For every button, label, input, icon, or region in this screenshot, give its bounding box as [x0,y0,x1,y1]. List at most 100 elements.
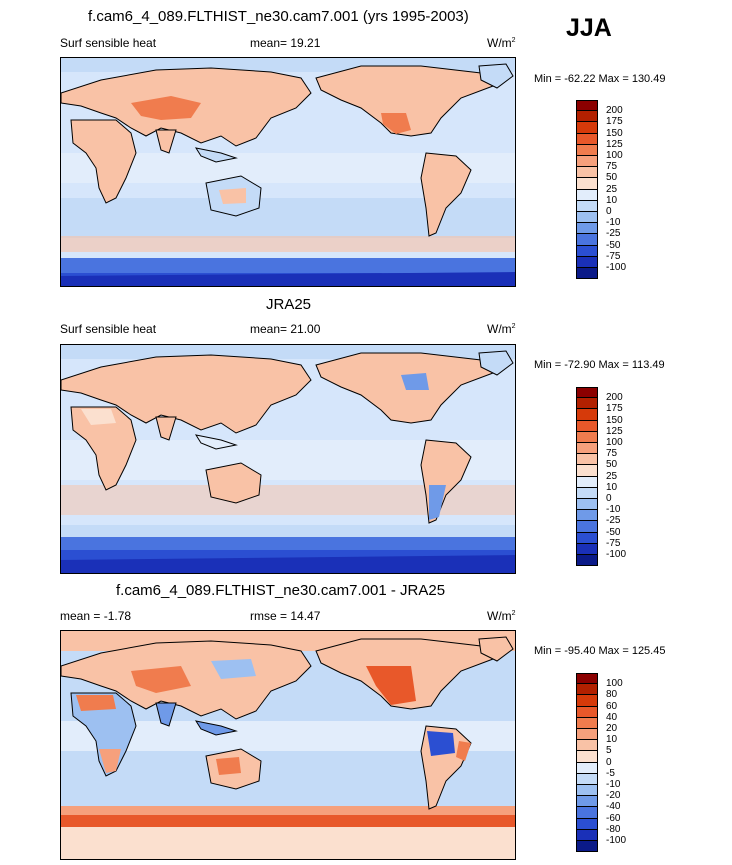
colorbar-tick-label: 175 [606,116,623,128]
panel3-minmax: Min = -95.40 Max = 125.45 [534,645,666,657]
panel2-mean-label: mean= 21.00 [250,322,321,336]
colorbar-box [576,510,598,522]
colorbar-tick-label: -50 [606,239,621,251]
colorbar-box [576,729,598,741]
colorbar-tick-label: -25 [606,228,621,240]
colorbar-box [576,773,598,785]
colorbar-box [576,841,598,853]
panel1-minmax: Min = -62.22 Max = 130.49 [534,73,666,85]
colorbar-tick-label: 10 [606,194,618,206]
panel2-title: JRA25 [266,296,312,313]
colorbar-box [576,499,598,511]
colorbar-tick-label: -50 [606,526,621,538]
colorbar-box [576,684,598,696]
panel2-units: W/m2 [487,322,516,336]
colorbar-tick-label: -75 [606,537,621,549]
colorbar-box [576,398,598,410]
colorbar-box [576,762,598,774]
panel3-mean-label: mean = -1.78 [60,609,132,623]
colorbar-tick-label: 0 [606,206,612,217]
colorbar-box [576,532,598,544]
colorbar-box [576,189,598,201]
colorbar-tick-label: 10 [606,734,618,746]
panel1-title: f.cam6_4_089.FLTHIST_ne30.cam7.001 (yrs … [88,8,469,25]
colorbar-box [576,818,598,830]
colorbar-box [576,420,598,432]
colorbar-box [576,807,598,819]
panel1-units: W/m2 [487,36,516,50]
colorbar-tick-label: -25 [606,515,621,527]
colorbar-tick-label: 0 [606,756,612,768]
colorbar-tick-label: -5 [606,767,615,779]
colorbar-box [576,200,598,212]
colorbar-box [576,695,598,707]
colorbar-tick-label: -100 [606,835,627,846]
colorbar-box [576,706,598,718]
colorbar-box [576,133,598,145]
colorbar-tick-label: 5 [606,745,612,757]
colorbar-box [576,751,598,763]
colorbar-tick-label: 100 [606,678,623,690]
colorbar-box [576,717,598,729]
colorbar-tick-label: 50 [606,172,618,184]
colorbar-box [576,178,598,190]
colorbar-box [576,256,598,268]
colorbar-tick-label: 25 [606,470,618,482]
colorbar-box [576,167,598,179]
season-label: JJA [566,14,612,42]
colorbar-tick-label: 75 [606,448,618,460]
colorbar-box [576,111,598,123]
colorbar-tick-label: 200 [606,392,623,404]
colorbar-box [576,212,598,224]
colorbar-tick-label: 75 [606,161,618,173]
colorbar-tick-label: 60 [606,700,618,712]
colorbar-tick-label: 125 [606,138,623,150]
colorbar-box [576,268,598,280]
colorbar-box [576,156,598,168]
colorbar-tick-label: 50 [606,459,618,471]
colorbar-tick-label: 25 [606,183,618,195]
colorbar-box [576,234,598,246]
colorbar-box [576,465,598,477]
colorbar-box [576,796,598,808]
colorbar-tick-label: -20 [606,790,621,802]
colorbar-box [576,454,598,466]
colorbar-box [576,245,598,257]
colorbar-box [576,431,598,443]
colorbar-box [576,476,598,488]
colorbar-tick-label: 150 [606,127,623,139]
colorbar-tick-label: 40 [606,711,618,723]
colorbar-tick-label: 175 [606,403,623,415]
panel2-minmax: Min = -72.90 Max = 113.49 [534,359,665,371]
panel3-units: W/m2 [487,609,516,623]
colorbar-box [576,223,598,235]
colorbar-box [576,487,598,499]
panel1-field-label: Surf sensible heat [60,36,157,50]
colorbar-tick-label: -60 [606,812,621,824]
colorbar-tick-label: -100 [606,262,627,273]
panel3-rmse-label: rmse = 14.47 [250,609,321,623]
colorbar-tick-label: 125 [606,425,623,437]
colorbar-tick-label: -100 [606,549,627,560]
colorbar-tick-label: 20 [606,723,618,734]
colorbar-box [576,443,598,455]
colorbar-box [576,785,598,797]
colorbar-tick-label: 0 [606,493,612,504]
colorbar-tick-label: -80 [606,823,621,835]
panel1-mean-label: mean= 19.21 [250,36,321,50]
colorbar-tick-label: -40 [606,801,621,813]
panel2-map [60,344,516,574]
colorbar-tick-label: -75 [606,250,621,262]
colorbar-box [576,673,598,685]
colorbar-box [576,409,598,421]
colorbar-box [576,543,598,555]
colorbar-box [576,122,598,134]
panel3-title: f.cam6_4_089.FLTHIST_ne30.cam7.001 - JRA… [116,582,446,599]
colorbar-box [576,740,598,752]
colorbar-box [576,521,598,533]
colorbar-tick-label: 150 [606,414,623,426]
colorbar-tick-label: 10 [606,481,618,493]
colorbar-box [576,555,598,567]
colorbar-tick-label: 200 [606,105,623,117]
colorbar-box [576,100,598,112]
